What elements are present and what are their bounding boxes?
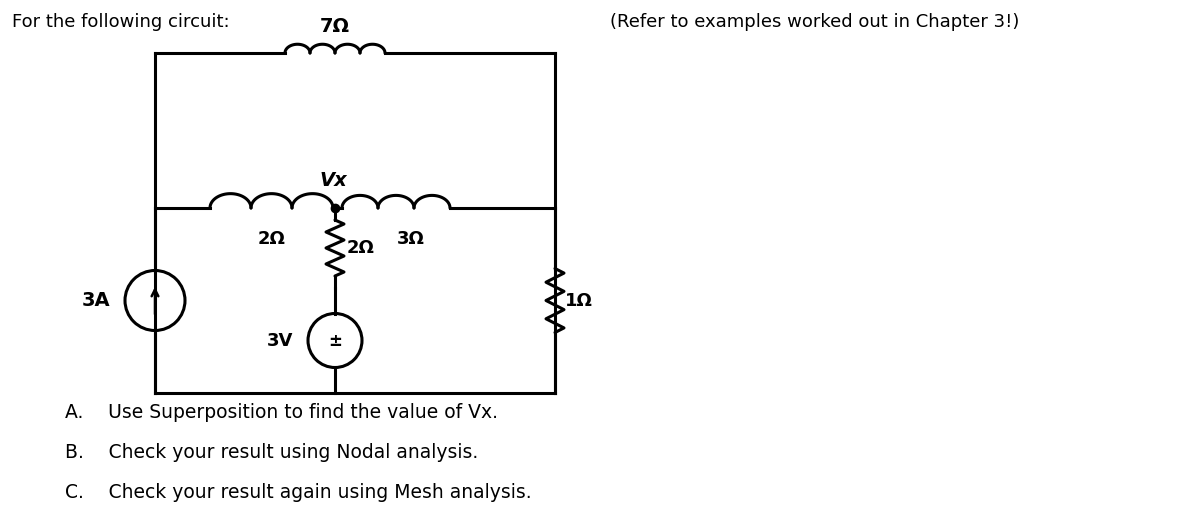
Text: B.  Check your result using Nodal analysis.: B. Check your result using Nodal analysi… (65, 443, 479, 462)
Text: 1Ω: 1Ω (565, 292, 593, 309)
Text: A.  Use Superposition to find the value of Vx.: A. Use Superposition to find the value o… (65, 403, 498, 422)
Text: ±: ± (328, 332, 342, 350)
Text: 2Ω: 2Ω (347, 239, 374, 257)
Text: 2Ω: 2Ω (258, 230, 286, 248)
Text: 3V: 3V (266, 332, 293, 350)
Text: Vx: Vx (319, 171, 347, 190)
Text: 3A: 3A (82, 291, 110, 310)
Text: For the following circuit:: For the following circuit: (12, 13, 229, 31)
Text: 3Ω: 3Ω (397, 230, 425, 248)
Text: 7Ω: 7Ω (320, 17, 350, 36)
Text: C.  Check your result again using Mesh analysis.: C. Check your result again using Mesh an… (65, 483, 532, 502)
Text: (Refer to examples worked out in Chapter 3!): (Refer to examples worked out in Chapter… (610, 13, 1019, 31)
